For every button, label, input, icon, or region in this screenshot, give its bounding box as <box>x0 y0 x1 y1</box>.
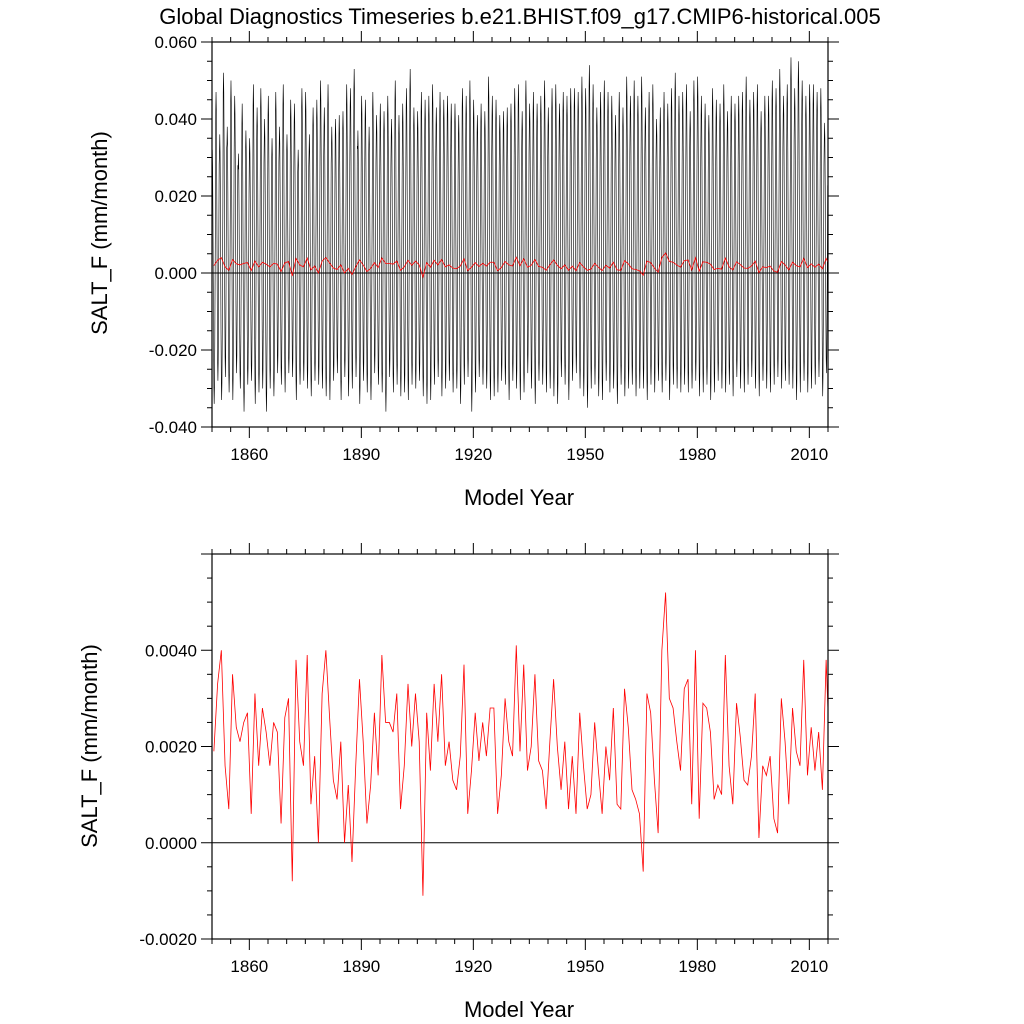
x-tick-label: 1860 <box>230 445 268 464</box>
y-tick-label: -0.0020 <box>139 930 197 949</box>
figure-title: Global Diagnostics Timeseries b.e21.BHIS… <box>159 4 880 29</box>
y-tick-label: 0.0000 <box>145 834 197 853</box>
top-ylabel: SALT_F (mm/month) <box>87 131 112 335</box>
x-tick-label: 1980 <box>678 445 716 464</box>
x-tick-label: 2010 <box>790 445 828 464</box>
x-tick-label: 1920 <box>454 957 492 976</box>
y-ticks-1: -0.0020 0.0000 0.0020 0.0040 <box>139 553 839 949</box>
y-tick-label: 0.0020 <box>145 738 197 757</box>
y-tick-label: 0.020 <box>154 187 197 206</box>
y-tick-label: -0.020 <box>149 341 197 360</box>
x-tick-label: 1950 <box>566 445 604 464</box>
y-tick-label: 0.060 <box>154 33 197 52</box>
bottom-panel: SALT_F (mm/month) Model Year 1860 1890 192… <box>77 543 839 1022</box>
top-xlabel: Model Year <box>464 485 574 510</box>
x-tick-label: 1920 <box>454 445 492 464</box>
x-tick-label: 1860 <box>230 957 268 976</box>
bottom-xlabel: Model Year <box>464 997 574 1022</box>
monthly-line <box>212 57 828 412</box>
annual-mean-line <box>213 252 828 279</box>
y-tick-label: 0.0040 <box>145 641 197 660</box>
y-tick-label: 0.040 <box>154 110 197 129</box>
plot-area-0 <box>212 57 828 412</box>
x-tick-label: 2010 <box>790 957 828 976</box>
y-tick-label: -0.040 <box>149 418 197 437</box>
monthly-series <box>212 57 828 412</box>
top-panel: SALT_F (mm/month) Model Year 1860 1890 192… <box>87 31 839 510</box>
y-tick-label: 0.000 <box>154 264 197 283</box>
x-ticks-1: 1860 1890 1920 1950 1980 2010 <box>211 543 829 976</box>
bottom-ylabel: SALT_F (mm/month) <box>77 644 102 848</box>
plot-area-1 <box>212 592 828 896</box>
x-ticks-0: 1860 1890 1920 1950 1980 2010 <box>211 31 829 464</box>
x-tick-label: 1950 <box>566 957 604 976</box>
y-ticks-0: -0.040 -0.020 0.000 0.020 0.040 0.060 <box>149 33 839 437</box>
annual-mean-line <box>213 592 828 896</box>
x-tick-label: 1890 <box>342 957 380 976</box>
x-tick-label: 1890 <box>342 445 380 464</box>
x-tick-label: 1980 <box>678 957 716 976</box>
